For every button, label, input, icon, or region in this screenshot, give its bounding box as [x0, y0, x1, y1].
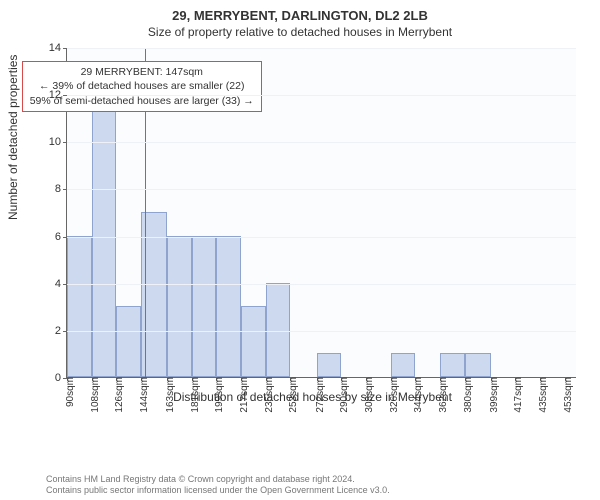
gridline-h	[67, 142, 576, 143]
gridline-h	[67, 189, 576, 190]
y-tick-mark	[63, 48, 67, 49]
histogram-bar	[465, 353, 491, 377]
histogram-bar	[67, 236, 92, 377]
histogram-bar	[317, 353, 342, 377]
y-tick-mark	[63, 189, 67, 190]
gridline-h	[67, 48, 576, 49]
page-title: 29, MERRYBENT, DARLINGTON, DL2 2LB	[0, 0, 600, 23]
plot-area: 29 MERRYBENT: 147sqm← 39% of detached ho…	[66, 48, 576, 378]
y-tick-mark	[63, 237, 67, 238]
histogram-bar	[440, 353, 465, 377]
info-box: 29 MERRYBENT: 147sqm← 39% of detached ho…	[22, 61, 262, 112]
histogram-bar	[192, 236, 217, 377]
footer-line-2: Contains public sector information licen…	[46, 485, 390, 496]
y-tick-mark	[63, 284, 67, 285]
y-axis-label: Number of detached properties	[6, 55, 20, 220]
histogram-bar	[241, 306, 266, 377]
footer-attribution: Contains HM Land Registry data © Crown c…	[46, 474, 390, 497]
histogram-bar	[116, 306, 141, 377]
y-tick-mark	[63, 331, 67, 332]
x-axis-label: Distribution of detached houses by size …	[40, 390, 585, 404]
footer-line-1: Contains HM Land Registry data © Crown c…	[46, 474, 390, 485]
page-subtitle: Size of property relative to detached ho…	[0, 23, 600, 45]
histogram-bar	[167, 236, 192, 377]
gridline-h	[67, 284, 576, 285]
gridline-h	[67, 331, 576, 332]
gridline-h	[67, 237, 576, 238]
histogram-bar	[216, 236, 241, 377]
chart-container: 29 MERRYBENT: 147sqm← 39% of detached ho…	[40, 48, 585, 438]
y-tick-mark	[63, 95, 67, 96]
y-tick-mark	[63, 142, 67, 143]
histogram-bar	[391, 353, 416, 377]
info-box-line: 29 MERRYBENT: 147sqm	[30, 65, 254, 79]
gridline-h	[67, 95, 576, 96]
